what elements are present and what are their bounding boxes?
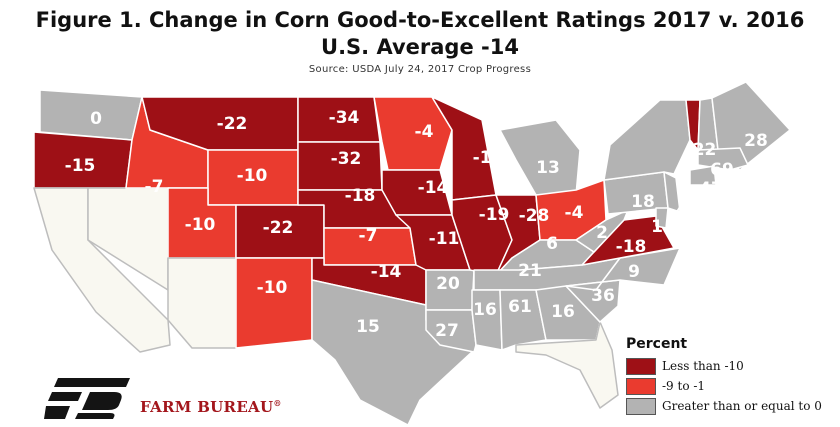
source-note: Source: USDA July 24, 2017 Crop Progress <box>308 64 532 75</box>
state-value-vt: -22 <box>686 140 717 160</box>
state-value-or: -15 <box>65 156 96 176</box>
figure-title: Figure 1. Change in Corn Good-to-Excelle… <box>35 8 805 32</box>
state-value-ok: -14 <box>371 262 402 282</box>
legend-label: -9 to -1 <box>662 379 706 393</box>
state-value-nm: -10 <box>257 278 288 298</box>
legend-label: Greater than or equal to 0 <box>662 399 822 413</box>
state-value-nj: 46 <box>674 203 698 223</box>
state-value-tx: 15 <box>356 317 380 337</box>
state-ct <box>689 165 717 186</box>
state-value-mt: -22 <box>217 114 248 134</box>
state-de <box>655 207 669 229</box>
state-value-mi: 13 <box>536 158 560 178</box>
legend-item-less-than-10: Less than -10 <box>626 356 836 376</box>
state-value-wi: -16 <box>473 148 504 168</box>
legend-item-9-to-1: -9 to -1 <box>626 376 836 396</box>
state-nm <box>235 257 313 349</box>
state-ma <box>697 147 749 171</box>
state-value-ny: 0 <box>675 162 687 182</box>
state-al <box>499 289 547 351</box>
state-value-ar: 20 <box>436 274 460 294</box>
farm-bureau-logo-icon <box>44 378 130 419</box>
legend-swatch-gray <box>626 397 656 415</box>
state-value-me: 28 <box>744 131 768 151</box>
state-value-co: -22 <box>263 218 294 238</box>
state-value-tn: 21 <box>518 261 542 281</box>
state-value-de: 1 <box>651 217 663 237</box>
state-value-mo: -11 <box>429 229 460 249</box>
state-value-al: 61 <box>508 297 532 317</box>
legend-swatch-red <box>626 377 656 395</box>
state-value-il: -19 <box>479 205 510 225</box>
state-value-mn: -4 <box>415 122 434 142</box>
state-value-ct: 40 <box>713 179 737 199</box>
state-value-ut: -10 <box>185 215 216 235</box>
state-value-pa: 18 <box>631 192 655 212</box>
farm-bureau-brand: FARM BUREAU® <box>44 378 282 420</box>
state-value-ms: 16 <box>473 300 497 320</box>
state-wv <box>575 209 629 253</box>
state-value-ga: 16 <box>551 302 575 322</box>
state-value-ma: 47 <box>699 179 723 199</box>
state-value-nd: -34 <box>329 108 360 128</box>
state-value-sd: -32 <box>331 149 362 169</box>
state-nj <box>663 171 681 213</box>
state-ny <box>603 99 691 181</box>
state-ms <box>471 289 503 351</box>
state-value-ia: -14 <box>418 178 449 198</box>
brand-name: FARM BUREAU® <box>140 398 282 416</box>
state-value-la: 27 <box>435 321 459 341</box>
state-value-wa: 0 <box>90 109 102 129</box>
state-value-ky: 6 <box>546 234 558 254</box>
state-value-sc: 36 <box>591 286 615 306</box>
state-value-ks: -7 <box>359 226 378 246</box>
state-value-nc: 9 <box>628 262 640 282</box>
legend: Percent Less than -10 -9 to -1 Greater t… <box>626 336 836 416</box>
legend-label: Less than -10 <box>662 359 744 373</box>
legend-item-greater-or-equal-0: Greater than or equal to 0 <box>626 396 836 416</box>
state-value-in: -28 <box>519 206 550 226</box>
state-value-wy: -10 <box>237 166 268 186</box>
state-value-oh: -4 <box>565 203 584 223</box>
state-value-nh: 69 <box>710 160 734 180</box>
legend-swatch-dark-red <box>626 357 656 375</box>
state-value-wv: 2 <box>596 223 608 243</box>
state-az <box>167 257 237 349</box>
registered-mark: ® <box>273 398 282 408</box>
state-value-va: -18 <box>616 237 647 257</box>
figure-subtitle: U.S. Average -14 <box>321 35 519 59</box>
state-fl <box>515 321 619 409</box>
legend-title: Percent <box>626 336 688 352</box>
state-value-ne: -18 <box>345 186 376 206</box>
state-value-id: -7 <box>145 177 164 197</box>
